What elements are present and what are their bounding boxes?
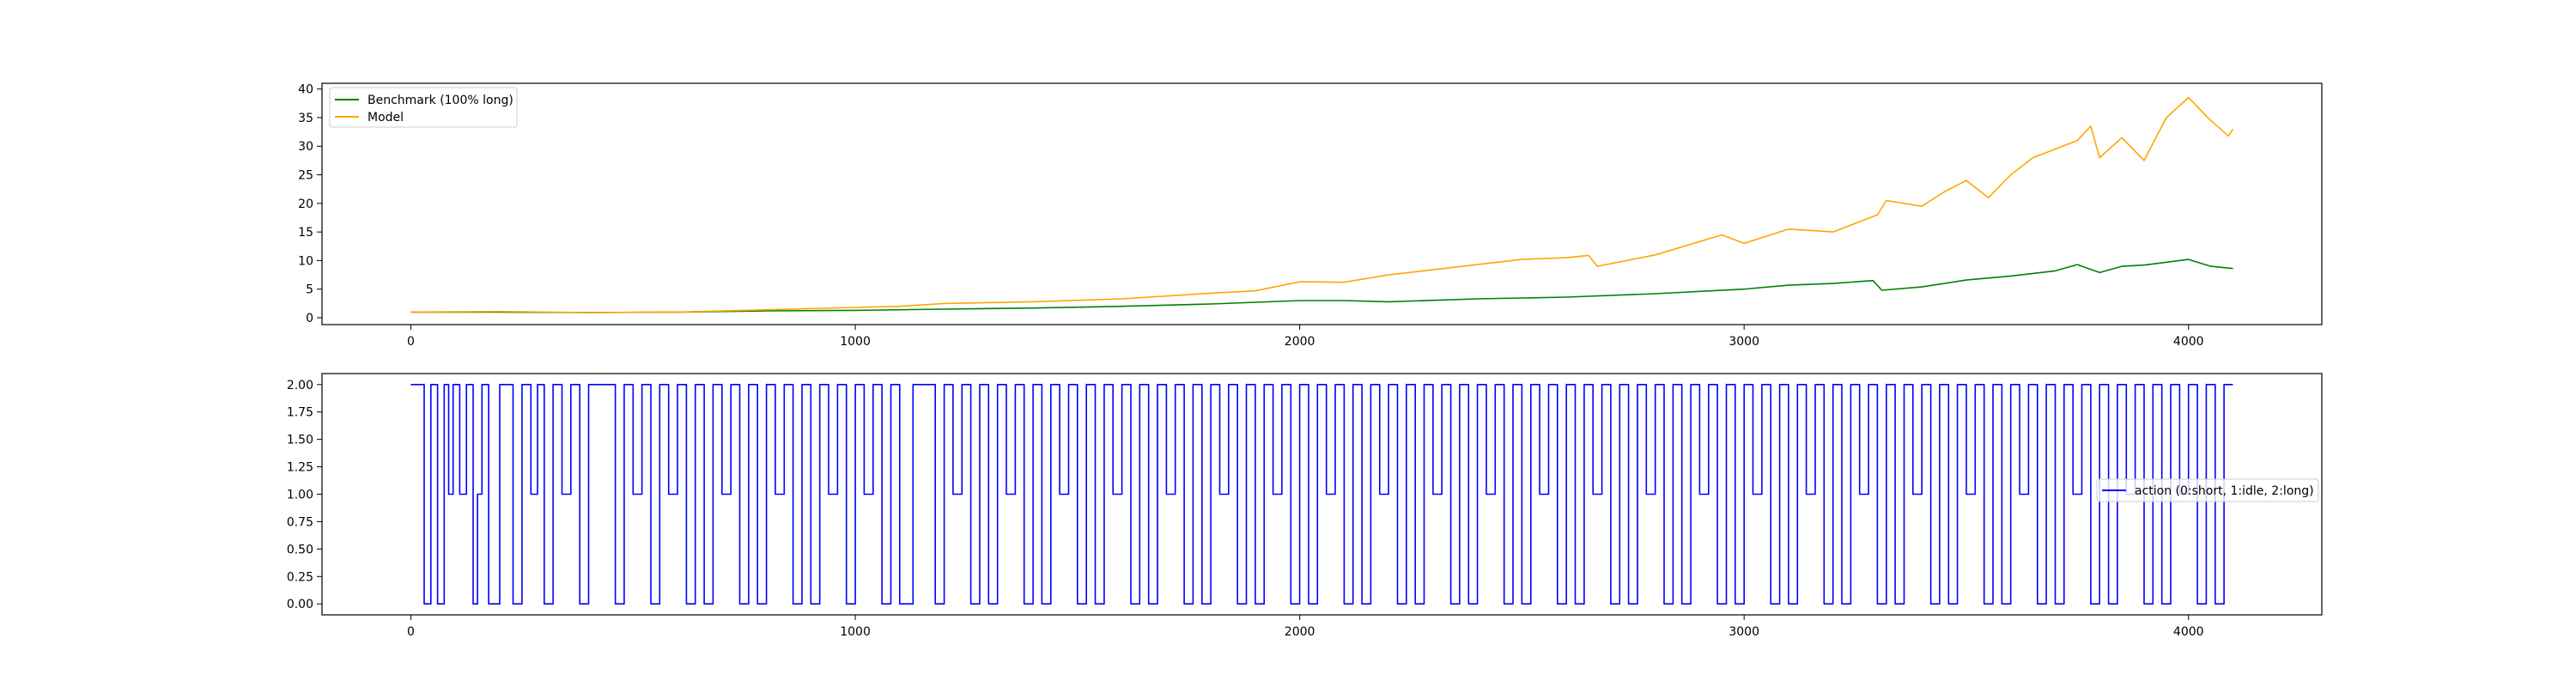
price-x-tick-label: 0 <box>407 335 415 349</box>
price-y-tick-label: 25 <box>298 169 313 183</box>
action-lines <box>410 384 2233 605</box>
action-x-ticks: 0 1000 2000 3000 4000 <box>407 615 2204 639</box>
action-x-tick-label: 0 <box>407 625 415 639</box>
legend-label-action: action (0:short, 1:idle, 2:long) <box>2135 484 2314 498</box>
action-legend-box <box>2096 478 2319 502</box>
action-y-tick-label: 1.00 <box>287 489 313 502</box>
action-x-tick-label: 4000 <box>2173 625 2204 639</box>
action-y-tick-label: 1.75 <box>287 406 313 420</box>
price-x-tick-label: 1000 <box>840 335 871 349</box>
action-y-tick-label: 0.25 <box>287 570 313 584</box>
price-x-ticks: 0 1000 2000 3000 4000 <box>407 325 2204 349</box>
price-y-tick-label: 20 <box>298 198 313 211</box>
action-y-tick-label: 2.00 <box>287 379 313 392</box>
price-y-tick-label: 15 <box>298 226 313 240</box>
price-x-tick-label: 4000 <box>2173 335 2204 349</box>
action-series-line-0 <box>410 384 2233 605</box>
action-y-tick-label: 0.00 <box>287 598 313 611</box>
action-y-tick-label: 0.75 <box>287 515 313 529</box>
price-y-tick-label: 0 <box>306 312 313 325</box>
legend-label-benchmark: Benchmark (100% long) <box>368 94 513 107</box>
price-y-ticks: 0 5 10 15 20 25 30 35 40 <box>298 83 322 325</box>
price-subplot: 0 1000 2000 3000 4000 0 5 10 15 20 25 30 35 40 Bench… <box>298 82 2323 349</box>
price-y-tick-label: 35 <box>298 112 313 125</box>
price-y-tick-label: 40 <box>298 83 313 97</box>
price-lines <box>410 96 2234 313</box>
price-series-line-1 <box>410 96 2234 313</box>
legend-label-model: Model <box>368 111 404 125</box>
action-y-ticks: 0.00 0.25 0.50 0.75 1.00 1.25 1.50 1.75 2.00 <box>287 379 322 611</box>
action-legend: action (0:short, 1:idle, 2:long) <box>2096 478 2319 502</box>
price-x-tick-label: 2000 <box>1285 335 1315 349</box>
price-series-line-0 <box>410 258 2233 313</box>
price-legend: Benchmark (100% long) Model <box>329 87 518 128</box>
action-subplot: 0 1000 2000 3000 4000 0.00 0.25 0.50 0.75 1.00 1.… <box>287 373 2323 639</box>
price-axes-frame <box>321 82 2323 325</box>
action-x-tick-label: 2000 <box>1285 625 1315 639</box>
action-y-tick-label: 0.50 <box>287 543 313 556</box>
price-legend-box <box>329 87 518 128</box>
price-y-tick-label: 30 <box>298 140 313 154</box>
price-y-tick-label: 5 <box>306 283 313 297</box>
action-axes-frame <box>321 373 2323 616</box>
price-y-tick-label: 10 <box>298 254 313 268</box>
action-x-tick-label: 3000 <box>1728 625 1759 639</box>
action-y-tick-label: 1.25 <box>287 461 313 475</box>
price-x-tick-label: 3000 <box>1728 335 1759 349</box>
action-x-tick-label: 1000 <box>840 625 871 639</box>
action-y-tick-label: 1.50 <box>287 434 313 447</box>
